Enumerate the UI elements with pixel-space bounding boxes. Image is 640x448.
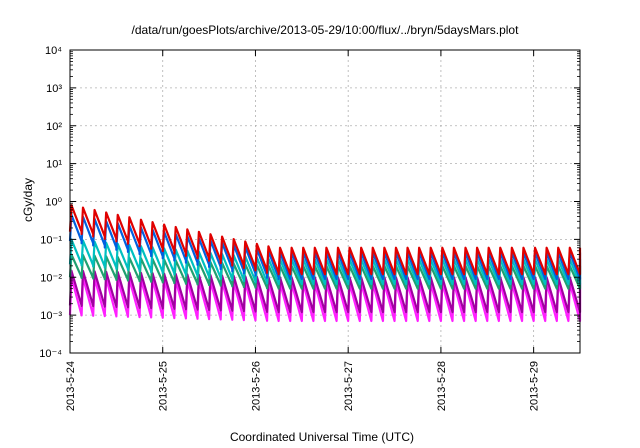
y-tick-label: 10⁰ (45, 197, 62, 209)
x-tick-label: 2013-5-29 (529, 361, 541, 411)
y-tick-label: 10³ (46, 83, 62, 95)
y-tick-label: 10⁻² (40, 272, 62, 284)
series-line (68, 213, 582, 281)
series-line (68, 204, 582, 276)
chart-title: /data/run/goesPlots/archive/2013-05-29/1… (132, 23, 520, 37)
x-tick-label: 2013-5-25 (158, 361, 170, 411)
x-tick-label: 2013-5-28 (436, 361, 448, 411)
series-line (68, 269, 582, 314)
y-tick-label: 10² (46, 121, 62, 133)
y-tick-label: 10¹ (46, 159, 62, 171)
y-tick-label: 10⁻¹ (40, 234, 62, 246)
x-tick-label: 2013-5-26 (250, 361, 262, 411)
y-tick-label: 10⁻³ (40, 310, 62, 322)
x-tick-label: 2013-5-24 (65, 361, 77, 411)
series-line (68, 238, 582, 286)
series-layer (68, 204, 582, 323)
x-axis: 2013-5-24 2013-5-25 2013-5-26 2013-5-27 2013… (65, 50, 541, 411)
y-tick-label: 10⁴ (45, 45, 62, 57)
x-tick-label: 2013-5-27 (343, 361, 355, 411)
series-line (68, 276, 582, 323)
x-axis-title: Coordinated Universal Time (UTC) (230, 430, 414, 444)
series-line (68, 253, 582, 290)
y-axis-title: cGy/day (21, 178, 35, 222)
y-tick-label: 10⁻⁴ (39, 348, 62, 360)
